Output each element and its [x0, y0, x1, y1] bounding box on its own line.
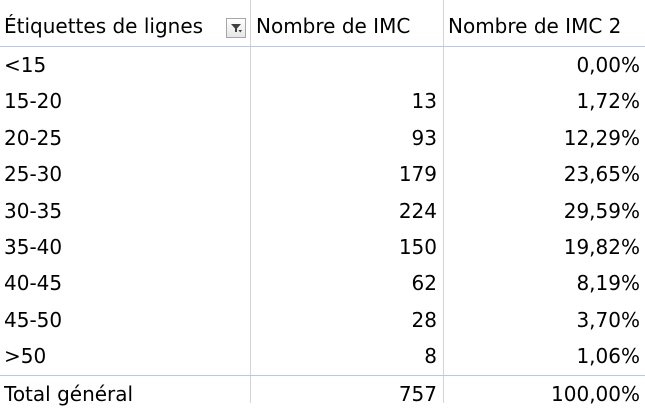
row-label[interactable]: 30-35 — [4, 198, 63, 223]
total-count[interactable]: 757 — [398, 381, 437, 406]
total-percent[interactable]: 100,00% — [551, 381, 640, 406]
row-label[interactable]: 40-45 — [4, 271, 63, 296]
row-label[interactable]: 25-30 — [4, 162, 63, 187]
row-label[interactable]: 35-40 — [4, 235, 63, 259]
row-percent[interactable]: 29,59% — [563, 198, 640, 223]
total-row: Total général 757 100,00% — [0, 374, 645, 412]
column-divider — [443, 0, 444, 403]
row-count[interactable]: 150 — [398, 235, 437, 259]
header-row: Étiquettes de lignes Nombre de IMC Nombr… — [0, 6, 645, 47]
row-count[interactable]: 8 — [424, 344, 437, 369]
row-percent[interactable]: 12,29% — [563, 125, 640, 150]
column-divider — [250, 0, 251, 403]
row-label[interactable]: >50 — [4, 344, 47, 369]
row-count[interactable]: 93 — [411, 125, 437, 150]
table-row: 45-50 28 3,70% — [0, 302, 645, 338]
row-count[interactable]: 179 — [398, 162, 437, 187]
table-row: 20-25 93 12,29% — [0, 120, 645, 156]
table-row: 30-35 224 29,59% — [0, 193, 645, 229]
table-row: <15 0,00% — [0, 47, 645, 83]
row-percent[interactable]: 0,00% — [576, 53, 640, 77]
table-row: 40-45 62 8,19% — [0, 265, 645, 301]
table-row: 15-20 13 1,72% — [0, 83, 645, 119]
header-row-labels[interactable]: Étiquettes de lignes — [4, 14, 204, 38]
table-row: 35-40 150 19,82% — [0, 229, 645, 265]
row-label[interactable]: <15 — [4, 53, 47, 77]
row-count[interactable]: 62 — [411, 271, 437, 296]
row-percent[interactable]: 23,65% — [563, 162, 640, 187]
table-row: 25-30 179 23,65% — [0, 156, 645, 192]
row-count[interactable]: 28 — [411, 307, 437, 332]
row-percent[interactable]: 1,72% — [576, 89, 640, 114]
filter-dropdown-icon[interactable] — [226, 18, 246, 38]
row-count[interactable] — [252, 47, 437, 83]
row-percent[interactable]: 3,70% — [576, 307, 640, 332]
total-label[interactable]: Total général — [4, 381, 134, 406]
table-row: >50 8 1,06% — [0, 338, 645, 374]
row-percent[interactable]: 19,82% — [563, 235, 640, 259]
header-count[interactable]: Nombre de IMC — [256, 14, 411, 38]
row-percent[interactable]: 8,19% — [576, 271, 640, 296]
row-label[interactable]: 15-20 — [4, 89, 63, 114]
row-label[interactable]: 45-50 — [4, 307, 63, 332]
row-count[interactable]: 13 — [411, 89, 437, 114]
header-percent[interactable]: Nombre de IMC 2 — [448, 14, 622, 38]
row-count[interactable]: 224 — [398, 198, 437, 223]
row-label[interactable]: 20-25 — [4, 125, 63, 150]
row-percent[interactable]: 1,06% — [576, 344, 640, 369]
